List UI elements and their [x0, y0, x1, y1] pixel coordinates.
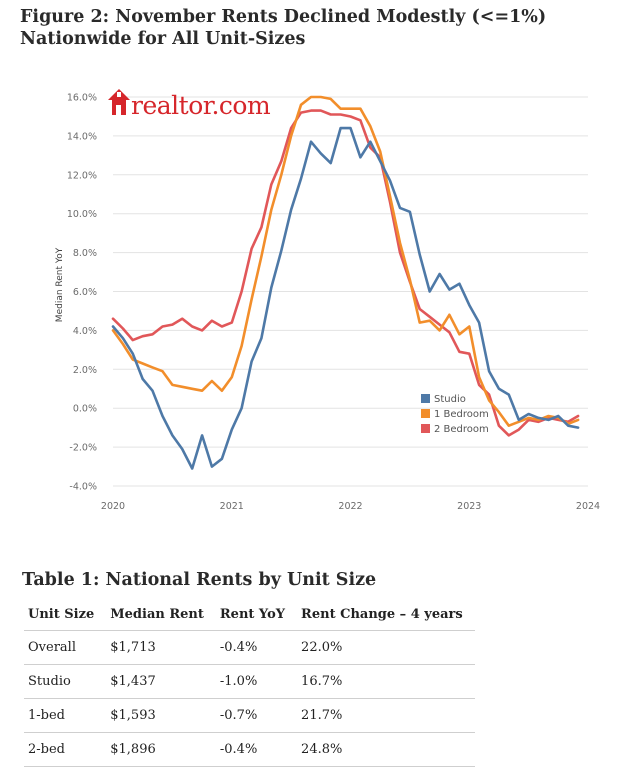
cell-median-rent: $1,593	[106, 698, 216, 733]
cell-rent-change: 22.0%	[297, 630, 475, 665]
table-row: Studio $1,437 -1.0% 16.7%	[24, 664, 475, 699]
header-median-rent: Median Rent	[106, 601, 216, 631]
legend-label: 1 Bedroom	[434, 409, 489, 420]
table-header-row: Unit Size Median Rent Rent YoY Rent Chan…	[24, 601, 475, 631]
y-tick-label: 12.0%	[67, 170, 97, 181]
series-line-2-bedroom	[111, 109, 580, 437]
y-tick-label: -2.0%	[69, 443, 97, 454]
grid-lines	[113, 96, 588, 487]
cell-unit-size: 1-bed	[24, 698, 107, 733]
x-tick-label: 2024	[576, 501, 600, 512]
table-row: 2-bed $1,896 -0.4% 24.8%	[24, 732, 475, 767]
realtor-logo: realtor.com	[108, 89, 271, 120]
y-tick-label: 0.0%	[73, 404, 97, 415]
figure-title: Figure 2: November Rents Declined Modest…	[20, 7, 547, 49]
cell-rent-change: 21.7%	[297, 698, 475, 733]
cell-rent-yoy: -0.4%	[215, 630, 298, 665]
legend-label: Studio	[434, 394, 466, 405]
axis-ticks: -4.0% -2.0% 0.0% 2.0% 4.0% 6.0% 8.0% 10.0% 12.0%…	[67, 93, 600, 513]
x-tick-label: 2023	[457, 501, 481, 512]
y-tick-label: -4.0%	[69, 482, 97, 493]
series-line-1-bedroom	[111, 95, 580, 428]
cell-unit-size: Studio	[24, 664, 107, 699]
cell-median-rent: $1,437	[106, 664, 216, 699]
header-rent-change: Rent Change – 4 years	[297, 601, 475, 631]
cell-rent-yoy: -1.0%	[215, 664, 298, 699]
header-rent-yoy: Rent YoY	[215, 601, 298, 631]
table-row: Overall $1,713 -0.4% 22.0%	[24, 630, 475, 665]
legend-swatch	[421, 424, 430, 433]
x-tick-label: 2020	[101, 501, 125, 512]
y-tick-label: 2.0%	[73, 365, 97, 376]
cell-rent-change: 24.8%	[297, 732, 475, 767]
rents-table: Unit Size Median Rent Rent YoY Rent Chan…	[24, 601, 475, 767]
legend-swatch	[421, 394, 430, 403]
y-axis-label: Median Rent YoY	[55, 247, 65, 322]
y-tick-label: 10.0%	[67, 209, 97, 220]
line-chart: -4.0% -2.0% 0.0% 2.0% 4.0% 6.0% 8.0% 10.0% 12.0%…	[55, 89, 600, 513]
series-line-studio	[111, 126, 580, 470]
x-tick-label: 2022	[338, 501, 362, 512]
y-tick-label: 16.0%	[67, 93, 97, 104]
cell-rent-yoy: -0.7%	[215, 698, 298, 733]
y-tick-label: 6.0%	[73, 287, 97, 298]
legend-swatch	[421, 409, 430, 418]
legend-label: 2 Bedroom	[434, 424, 489, 435]
cell-median-rent: $1,713	[106, 630, 216, 665]
header-unit-size: Unit Size	[24, 601, 107, 631]
x-tick-label: 2021	[220, 501, 244, 512]
y-tick-label: 14.0%	[67, 131, 97, 142]
house-icon	[108, 89, 130, 115]
y-tick-label: 8.0%	[73, 248, 97, 259]
series-lines	[111, 95, 580, 470]
cell-rent-yoy: -0.4%	[215, 732, 298, 767]
table-row: 1-bed $1,593 -0.7% 21.7%	[24, 698, 475, 733]
table-title: Table 1: National Rents by Unit Size	[22, 570, 377, 590]
cell-unit-size: 2-bed	[24, 732, 107, 767]
logo-text: realtor.com	[131, 91, 271, 120]
y-tick-label: 4.0%	[73, 326, 97, 337]
cell-rent-change: 16.7%	[297, 664, 475, 699]
cell-median-rent: $1,896	[106, 732, 216, 767]
legend: Studio 1 Bedroom 2 Bedroom	[421, 394, 489, 435]
cell-unit-size: Overall	[24, 630, 107, 665]
